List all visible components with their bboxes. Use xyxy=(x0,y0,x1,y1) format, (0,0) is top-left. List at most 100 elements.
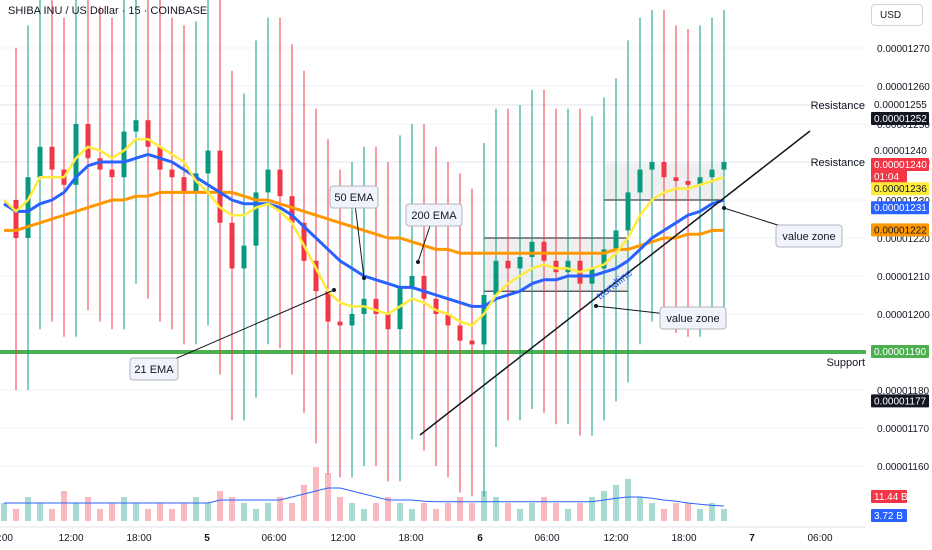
volume-bar xyxy=(457,497,463,521)
candle-body xyxy=(217,150,223,223)
candle-body xyxy=(637,169,643,193)
volume-bar xyxy=(97,509,103,521)
price-axis[interactable]: 0.00001270 0.00001260 0.00001250 0.00001240… xyxy=(866,0,932,550)
volume-bar xyxy=(601,491,607,521)
volume-ma-line xyxy=(4,487,725,507)
candle-body xyxy=(145,120,151,147)
time-tick-label: 18:00 xyxy=(398,533,423,544)
value-zone-callout-1-box xyxy=(659,306,727,330)
candle-body xyxy=(673,177,679,181)
volume-bar xyxy=(313,467,319,521)
time-tick-label: 18:00 xyxy=(671,533,696,544)
time-tick-label: 12:00 xyxy=(603,533,628,544)
currency-button[interactable]: USD xyxy=(871,4,923,26)
candle-body xyxy=(529,241,535,257)
price-badge xyxy=(871,112,929,125)
candle-body xyxy=(349,314,355,326)
volume-bar xyxy=(301,485,307,521)
volume-bar xyxy=(133,503,139,521)
price-badge xyxy=(871,509,907,522)
resistance-label: Resistance xyxy=(811,157,865,169)
volume-bar xyxy=(529,503,535,521)
ema21-callout-label: 21 EMA xyxy=(134,364,174,376)
volume-bar xyxy=(217,491,223,521)
volume-bar xyxy=(49,509,55,521)
volume-bar xyxy=(685,503,691,521)
volume-bar xyxy=(289,503,295,521)
time-tick-label: 7 xyxy=(749,533,755,544)
ema21-callout-anchor xyxy=(332,288,336,292)
volume-bar xyxy=(277,497,283,521)
price-badge-text: 11.44 B xyxy=(874,492,908,503)
candle-body xyxy=(313,260,319,292)
time-tick-label: 06:00 xyxy=(261,533,286,544)
price-badge xyxy=(871,98,929,111)
candle-body xyxy=(541,241,547,261)
candle-body xyxy=(625,192,631,231)
candle-body xyxy=(49,146,55,170)
candle-body xyxy=(721,162,727,170)
price-axis-background xyxy=(866,0,932,550)
ema200-line xyxy=(4,190,724,255)
candle-body xyxy=(13,200,19,238)
candle-body xyxy=(289,196,295,223)
price-tick-label: 0.00001250 xyxy=(877,120,930,131)
candle-body xyxy=(73,124,79,185)
candle-body xyxy=(85,124,91,159)
candle-body xyxy=(277,169,283,197)
price-tick-label: 0.00001260 xyxy=(877,82,930,93)
candle-body xyxy=(37,146,43,178)
time-tick-label: 6 xyxy=(477,533,483,544)
volume-bar xyxy=(385,497,391,521)
candle-body xyxy=(301,222,307,261)
time-tick-label: 12:00 xyxy=(330,533,355,544)
candle-body xyxy=(397,287,403,330)
candle-body xyxy=(241,245,247,269)
time-axis[interactable]: :00 12:00 18:00 5 06:00 12:00 18:00 6 06:00 12:00… xyxy=(0,526,866,550)
volume-bar xyxy=(565,509,571,521)
volume-bars xyxy=(1,467,727,521)
volume-bar xyxy=(253,509,259,521)
price-tick-label: 0.00001200 xyxy=(877,310,930,321)
volume-bar xyxy=(61,491,67,521)
volume-bar xyxy=(25,497,31,521)
candle-body xyxy=(229,222,235,269)
candle-body xyxy=(409,276,415,288)
candle-body xyxy=(649,162,655,170)
price-badge xyxy=(871,144,929,157)
volume-bar xyxy=(469,503,475,521)
volume-bar xyxy=(721,509,727,521)
volume-bar xyxy=(361,509,367,521)
volume-bar xyxy=(73,503,79,521)
price-tick-label: 0.00001270 xyxy=(877,44,930,55)
candlesticks xyxy=(13,0,727,497)
trendline xyxy=(419,130,811,436)
price-badge-text: 0.00001240 xyxy=(874,146,927,157)
candle-body xyxy=(121,131,127,178)
candle-body xyxy=(169,169,175,178)
support-label: Support xyxy=(826,357,865,369)
candle-body xyxy=(565,260,571,273)
volume-bar xyxy=(673,503,679,521)
price-badge-text: 0.00001236 xyxy=(874,184,927,195)
value-zone-callout-1-anchor xyxy=(594,304,598,308)
price-badge xyxy=(871,394,929,408)
time-tick-label: 5 xyxy=(204,533,210,544)
volume-bar xyxy=(373,503,379,521)
value-zone-callout-2-label: value zone xyxy=(782,231,835,243)
candle-body xyxy=(325,291,331,322)
volume-bar xyxy=(409,509,415,521)
volume-bar xyxy=(625,479,631,521)
value-zone-callout-2-anchor xyxy=(722,206,726,210)
price-badge xyxy=(871,170,907,183)
candle-body xyxy=(493,260,499,295)
volume-bar xyxy=(37,503,43,521)
symbol-title: SHIBA INU / US Dollar · 15 · COINBASE xyxy=(8,5,207,17)
candle-body xyxy=(253,192,259,246)
candle-body xyxy=(613,230,619,250)
time-axis-background xyxy=(0,527,866,550)
price-badge-text: 0.00001231 xyxy=(874,203,927,214)
candle-body xyxy=(709,169,715,178)
